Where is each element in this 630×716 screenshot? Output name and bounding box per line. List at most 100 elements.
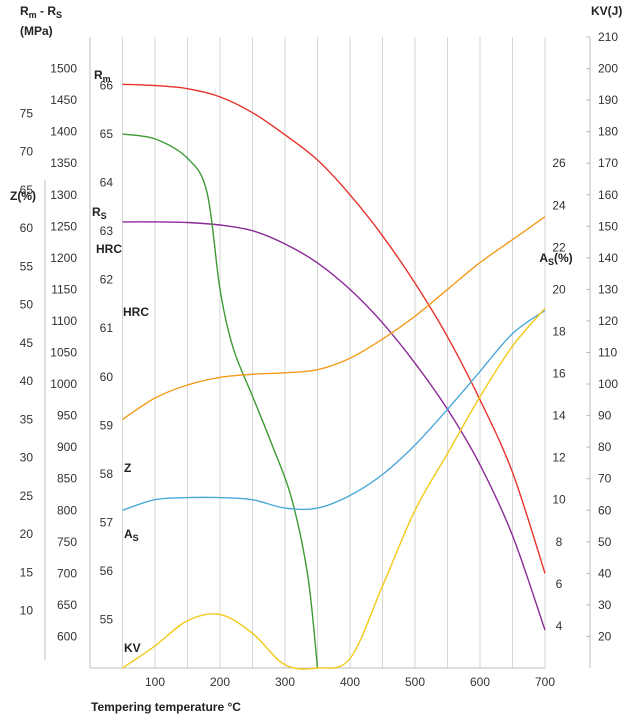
kv-tick-label: 150 <box>598 219 618 233</box>
rm-rs-tick-label: 1150 <box>51 282 77 296</box>
z-tick-label: 45 <box>20 336 34 350</box>
z-tick-label: 25 <box>20 489 34 503</box>
kv-tick-label: 160 <box>598 188 618 202</box>
x-tick-label: 300 <box>275 675 295 689</box>
z-tick-label: 40 <box>20 374 34 388</box>
rm-rs-tick-label: 1300 <box>50 188 77 202</box>
hrc-tick-label: 60 <box>100 370 114 384</box>
as-tick-label: 4 <box>556 619 563 633</box>
series-line-as <box>122 309 546 511</box>
series-label-kv: KV <box>124 641 141 655</box>
x-tick-label: 400 <box>340 675 360 689</box>
series-line-rm <box>122 83 546 574</box>
series-label-rm: Rm <box>94 68 111 84</box>
kv-tick-label: 190 <box>598 93 618 107</box>
hrc-tick-label: 61 <box>100 321 114 335</box>
rm-rs-tick-label: 900 <box>57 440 77 454</box>
kv-tick-label: 180 <box>598 125 618 139</box>
series-labels: Rm RS HRC Z AS KV <box>92 68 149 655</box>
z-tick-label: 20 <box>20 527 34 541</box>
rm-rs-tick-label: 1450 <box>50 93 77 107</box>
series-label-rs: RS <box>92 205 107 221</box>
rm-rs-tick-label: 700 <box>57 566 77 580</box>
series-line-rs <box>122 221 546 631</box>
rm-rs-tick-label: 1200 <box>50 251 77 265</box>
kv-tick-label: 90 <box>598 409 612 423</box>
kv-tick-label: 210 <box>598 30 618 44</box>
as-tick-label: 14 <box>552 409 566 423</box>
hrc-tick-label: 58 <box>100 467 114 481</box>
rm-rs-tick-label: 1500 <box>50 62 77 76</box>
series-label-z: Z <box>124 461 131 475</box>
axes: 100 200 300 400 500 600 700 Tempering temperatu… <box>10 4 622 714</box>
as-axis-title: AS(%) <box>539 251 572 267</box>
as-tick-label: 10 <box>552 493 566 507</box>
rm-rs-tick-label: 650 <box>57 598 77 612</box>
hrc-tick-label: 56 <box>100 564 114 578</box>
kv-tick-label: 60 <box>598 503 612 517</box>
as-tick-label: 16 <box>552 367 566 381</box>
z-tick-label: 10 <box>20 604 34 618</box>
kv-tick-label: 30 <box>598 598 612 612</box>
as-tick-label: 20 <box>552 282 566 296</box>
series-label-as: AS <box>124 527 139 543</box>
x-tick-label: 700 <box>535 675 555 689</box>
hrc-tick-label: 63 <box>100 224 114 238</box>
as-tick-label: 12 <box>552 451 566 465</box>
rm-rs-tick-label: 750 <box>57 535 77 549</box>
z-tick-label: 30 <box>20 451 34 465</box>
as-tick-label: 26 <box>552 156 566 170</box>
x-tick-label: 500 <box>405 675 425 689</box>
z-axis-title: Z(%) <box>10 189 36 203</box>
kv-tick-label: 20 <box>598 629 612 643</box>
rm-rs-tick-label: 600 <box>57 629 77 643</box>
series-label-hrc: HRC <box>123 305 149 319</box>
z-tick-label: 75 <box>20 106 34 120</box>
kv-tick-label: 140 <box>598 251 618 265</box>
z-tick-label: 65 <box>20 183 34 197</box>
hrc-tick-label: 59 <box>100 418 114 432</box>
rm-rs-axis-unit: (MPa) <box>20 24 53 38</box>
kv-tick-label: 50 <box>598 535 612 549</box>
rm-rs-tick-label: 1000 <box>50 377 77 391</box>
kv-tick-label: 200 <box>598 62 618 76</box>
hrc-axis-title: HRC <box>96 242 122 256</box>
z-tick-label: 60 <box>20 221 34 235</box>
as-tick-label: 8 <box>556 535 563 549</box>
series-line-kv <box>122 307 546 670</box>
series-lines <box>122 83 546 670</box>
rm-rs-tick-label: 1350 <box>50 156 77 170</box>
kv-tick-label: 130 <box>598 282 618 296</box>
rm-rs-axis-title: Rm - RS <box>20 4 62 20</box>
rm-rs-tick-label: 1250 <box>50 219 77 233</box>
z-tick-label: 35 <box>20 412 34 426</box>
rm-rs-tick-label: 800 <box>57 503 77 517</box>
hrc-tick-label: 62 <box>100 273 114 287</box>
rm-rs-tick-label: 1100 <box>51 314 77 328</box>
rm-rs-tick-label: 1400 <box>50 125 77 139</box>
as-tick-label: 18 <box>552 324 566 338</box>
hrc-tick-label: 65 <box>100 127 114 141</box>
series-line-z <box>122 216 546 420</box>
kv-tick-label: 80 <box>598 440 612 454</box>
hrc-tick-label: 64 <box>100 176 114 190</box>
z-tick-label: 50 <box>20 298 34 312</box>
hrc-tick-label: 55 <box>100 612 114 626</box>
kv-tick-label: 70 <box>598 472 612 486</box>
rm-rs-tick-label: 850 <box>57 472 77 486</box>
as-tick-label: 24 <box>552 198 566 212</box>
kv-tick-label: 100 <box>598 377 618 391</box>
z-tick-label: 70 <box>20 145 34 159</box>
z-tick-label: 55 <box>20 259 34 273</box>
series-line-hrc <box>122 133 319 669</box>
x-axis-title: Tempering temperature °C <box>91 700 241 714</box>
grid <box>89 37 546 669</box>
kv-tick-label: 120 <box>598 314 618 328</box>
x-tick-label: 100 <box>145 675 165 689</box>
kv-tick-label: 170 <box>598 156 618 170</box>
kv-tick-label: 40 <box>598 566 612 580</box>
as-tick-label: 6 <box>556 577 563 591</box>
hrc-tick-label: 57 <box>100 515 114 529</box>
x-tick-label: 200 <box>210 675 230 689</box>
z-tick-label: 15 <box>20 565 34 579</box>
